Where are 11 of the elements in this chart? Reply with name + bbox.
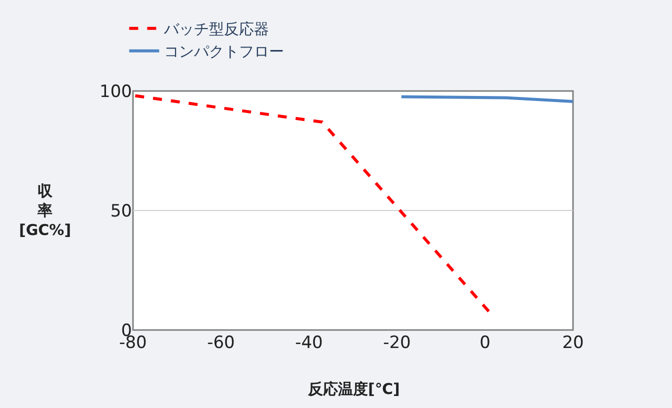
x-axis-title: 反応温度[℃] (307, 380, 400, 398)
y-tick-label: 50 (110, 201, 132, 222)
x-tick-label: -20 (383, 333, 411, 353)
x-tick-label: -60 (207, 333, 235, 353)
y-tick-label: 100 (100, 82, 132, 102)
legend-label: コンパクトフロー (164, 42, 284, 61)
x-tick-label: 20 (562, 333, 584, 353)
y-axis-title: 収率[GC%] (19, 182, 72, 239)
legend-label: バッチ型反応器 (163, 20, 270, 38)
x-tick-label: -40 (295, 333, 323, 353)
x-tick-label: 0 (480, 333, 490, 353)
